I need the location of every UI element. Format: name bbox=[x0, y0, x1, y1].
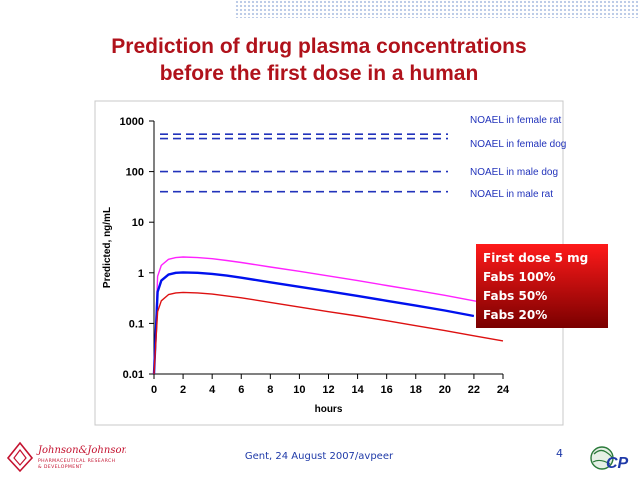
slide-title-line2: before the first dose in a human bbox=[159, 62, 479, 85]
legend-entry: Fabs 50% bbox=[483, 289, 547, 303]
legend-entry: Fabs 20% bbox=[483, 308, 547, 322]
x-tick-label: 16 bbox=[381, 384, 393, 396]
series-line-fabs50 bbox=[152, 271, 475, 375]
x-tick-label: 20 bbox=[439, 384, 451, 396]
x-axis-title: hours bbox=[315, 404, 343, 415]
x-tick-label: 14 bbox=[351, 384, 364, 396]
footer-text: Gent, 24 August 2007/avpeer bbox=[244, 451, 394, 462]
jj-sub-text-2: & DEVELOPMENT bbox=[38, 464, 83, 470]
y-tick-label: 1000 bbox=[120, 116, 144, 128]
slide-title-line1: Prediction of drug plasma concentrations bbox=[111, 35, 527, 58]
x-tick-label: 4 bbox=[209, 384, 216, 396]
noael-label: NOAEL in female rat bbox=[470, 115, 562, 126]
y-axis-title: Predicted, ng/mL bbox=[102, 207, 113, 288]
cp-logo: CP bbox=[588, 436, 636, 480]
x-tick-label: 8 bbox=[267, 384, 273, 396]
header-dot-pattern bbox=[235, 0, 638, 18]
jj-emblem-icon bbox=[6, 441, 34, 473]
x-tick-label: 0 bbox=[151, 384, 157, 396]
jj-sub-text-1: PHARMACEUTICAL RESEARCH bbox=[38, 458, 115, 464]
jj-brand-text: Johnson&Johnson bbox=[36, 445, 126, 456]
noael-label: NOAEL in female dog bbox=[470, 139, 566, 150]
y-tick-label: 1 bbox=[138, 268, 144, 280]
y-tick-label: 0.01 bbox=[123, 369, 144, 381]
y-tick-label: 0.1 bbox=[129, 318, 144, 330]
legend-entry: Fabs 100% bbox=[483, 270, 556, 284]
y-tick-label: 10 bbox=[132, 217, 144, 229]
x-tick-label: 2 bbox=[180, 384, 186, 396]
series-line-fabs20 bbox=[153, 291, 504, 375]
x-tick-label: 22 bbox=[468, 384, 480, 396]
globe-icon bbox=[590, 446, 614, 470]
johnson-johnson-logo: Johnson&Johnson PHARMACEUTICAL RESEARCH … bbox=[6, 440, 128, 478]
y-tick-label: 100 bbox=[126, 167, 144, 179]
x-tick-label: 6 bbox=[238, 384, 244, 396]
legend-box bbox=[476, 244, 608, 328]
noael-label: NOAEL in male rat bbox=[470, 189, 553, 200]
x-tick-label: 10 bbox=[293, 384, 305, 396]
x-tick-label: 18 bbox=[410, 384, 422, 396]
page-number: 4 bbox=[556, 447, 563, 460]
noael-label: NOAEL in male dog bbox=[470, 167, 558, 178]
x-tick-label: 12 bbox=[322, 384, 334, 396]
x-tick-label: 24 bbox=[497, 384, 510, 396]
cp-logo-text: CP bbox=[606, 455, 629, 472]
legend-entry: First dose 5 mg bbox=[483, 251, 588, 265]
series-line-fabs100 bbox=[153, 256, 504, 375]
